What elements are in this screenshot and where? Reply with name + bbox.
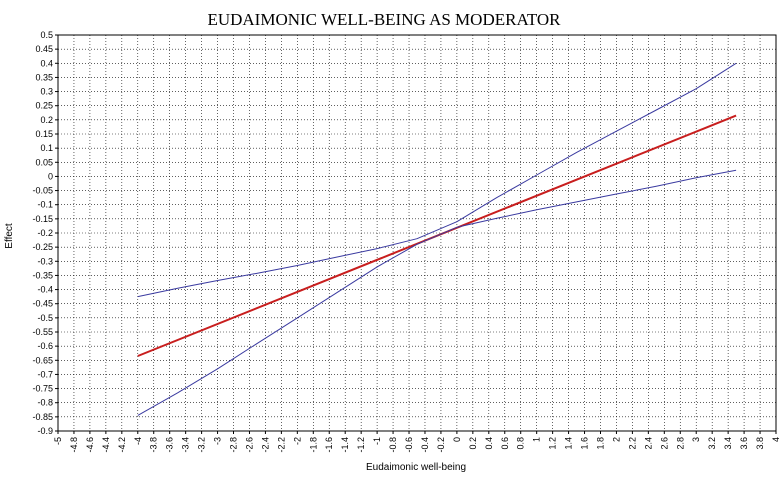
x-tick-label: -5 bbox=[53, 437, 63, 445]
chart-title: EUDAIMONIC WELL-BEING AS MODERATOR bbox=[207, 10, 561, 29]
x-tick-label: 4 bbox=[771, 437, 781, 442]
x-tick-label: 2.6 bbox=[659, 437, 669, 450]
y-tick-label: 0.3 bbox=[40, 87, 53, 97]
y-axis-label: Effect bbox=[4, 223, 15, 249]
x-tick-label: 3.2 bbox=[707, 437, 717, 450]
y-tick-label: 0 bbox=[48, 171, 53, 181]
x-tick-label: -2 bbox=[292, 437, 302, 445]
x-tick-label: -1.8 bbox=[308, 437, 318, 453]
x-tick-label: 3 bbox=[691, 437, 701, 442]
x-tick-label: -1.4 bbox=[340, 437, 350, 453]
x-tick-label: -4 bbox=[133, 437, 143, 445]
x-tick-label: -4.2 bbox=[117, 437, 127, 453]
x-tick-label: -1 bbox=[372, 437, 382, 445]
y-tick-label: 0.4 bbox=[40, 58, 53, 68]
y-tick-label: -0.75 bbox=[32, 384, 53, 394]
x-tick-label: -2.8 bbox=[229, 437, 239, 453]
x-tick-label: 2.8 bbox=[675, 437, 685, 450]
lower-bound-line bbox=[137, 169, 737, 416]
y-tick-label: -0.4 bbox=[37, 285, 53, 295]
x-tick-label: 0.4 bbox=[484, 437, 494, 450]
y-tick-label: -0.35 bbox=[32, 270, 53, 280]
y-tick-label: -0.05 bbox=[32, 186, 53, 196]
y-tick-label: -0.6 bbox=[37, 341, 53, 351]
x-tick-label: -2.4 bbox=[260, 437, 270, 453]
x-tick-label: 0 bbox=[452, 437, 462, 442]
y-tick-label: 0.1 bbox=[40, 143, 53, 153]
y-tick-label: -0.1 bbox=[37, 200, 53, 210]
y-tick-label: -0.3 bbox=[37, 256, 53, 266]
x-tick-label: -3.8 bbox=[149, 437, 159, 453]
y-tick-label: 0.15 bbox=[35, 129, 53, 139]
x-tick-label: 2.4 bbox=[643, 437, 653, 450]
y-tick-label: -0.15 bbox=[32, 214, 53, 224]
x-tick-label: 1.6 bbox=[580, 437, 590, 450]
series-group bbox=[137, 62, 737, 416]
x-tick-label: -4.4 bbox=[101, 437, 111, 453]
x-tick-label: 1 bbox=[532, 437, 542, 442]
y-tick-label: -0.2 bbox=[37, 228, 53, 238]
x-tick-label: -1.6 bbox=[324, 437, 334, 453]
y-tick-label: -0.8 bbox=[37, 398, 53, 408]
x-tick-label: -2.6 bbox=[244, 437, 254, 453]
x-tick-label: 3.6 bbox=[739, 437, 749, 450]
x-tick-label: 2.2 bbox=[627, 437, 637, 450]
x-tick-label: 0.6 bbox=[500, 437, 510, 450]
x-tick-label: 1.4 bbox=[564, 437, 574, 450]
plot-frame bbox=[57, 34, 777, 432]
x-tick-label: 0.2 bbox=[468, 437, 478, 450]
x-tick-label: -0.4 bbox=[420, 437, 430, 453]
y-tick-label: -0.7 bbox=[37, 369, 53, 379]
y-tick-label: 0.25 bbox=[35, 101, 53, 111]
grid bbox=[57, 34, 777, 432]
x-tick-label: -4.8 bbox=[69, 437, 79, 453]
y-tick-label: -0.25 bbox=[32, 242, 53, 252]
y-tick-label: -0.45 bbox=[32, 299, 53, 309]
x-tick-label: 3.8 bbox=[755, 437, 765, 450]
x-tick-label: 3.4 bbox=[723, 437, 733, 450]
y-tick-label: -0.85 bbox=[32, 412, 53, 422]
y-tick-label: -0.65 bbox=[32, 355, 53, 365]
x-tick-label: -0.8 bbox=[388, 437, 398, 453]
y-tick-label: -0.5 bbox=[37, 313, 53, 323]
x-tick-label: 1.2 bbox=[548, 437, 558, 450]
x-axis: -5 -4.8 -4.6 -4.4 -4.2 -4 -3.8 -3.6 -3.4 -3.2 -3 -2… bbox=[53, 431, 781, 453]
x-axis-label: Eudaimonic well-being bbox=[366, 462, 466, 473]
y-tick-label: -0.55 bbox=[32, 327, 53, 337]
y-tick-label: 0.45 bbox=[35, 44, 53, 54]
x-tick-label: -0.2 bbox=[436, 437, 446, 453]
x-tick-label: -0.6 bbox=[404, 437, 414, 453]
y-tick-label: 0.35 bbox=[35, 72, 53, 82]
x-tick-label: 2 bbox=[611, 437, 621, 442]
x-tick-label: 1.8 bbox=[595, 437, 605, 450]
x-tick-label: -3.2 bbox=[197, 437, 207, 453]
y-tick-label: 0.05 bbox=[35, 157, 53, 167]
y-tick-label: -0.9 bbox=[37, 426, 53, 436]
upper-bound-line bbox=[137, 62, 737, 298]
y-axis: 0.5 0.45 0.4 0.35 0.3 0.25 0.2 0.15 0.1 0.05 0 -0.0… bbox=[32, 30, 58, 436]
x-tick-label: -4.6 bbox=[85, 437, 95, 453]
y-tick-label: 0.5 bbox=[40, 30, 53, 40]
x-tick-label: -3.6 bbox=[165, 437, 175, 453]
x-tick-label: -3.4 bbox=[181, 437, 191, 453]
x-tick-label: -2.2 bbox=[276, 437, 286, 453]
x-tick-label: -1.2 bbox=[356, 437, 366, 453]
x-tick-label: -3 bbox=[213, 437, 223, 445]
x-tick-label: 0.8 bbox=[516, 437, 526, 450]
y-tick-label: 0.2 bbox=[40, 115, 53, 125]
